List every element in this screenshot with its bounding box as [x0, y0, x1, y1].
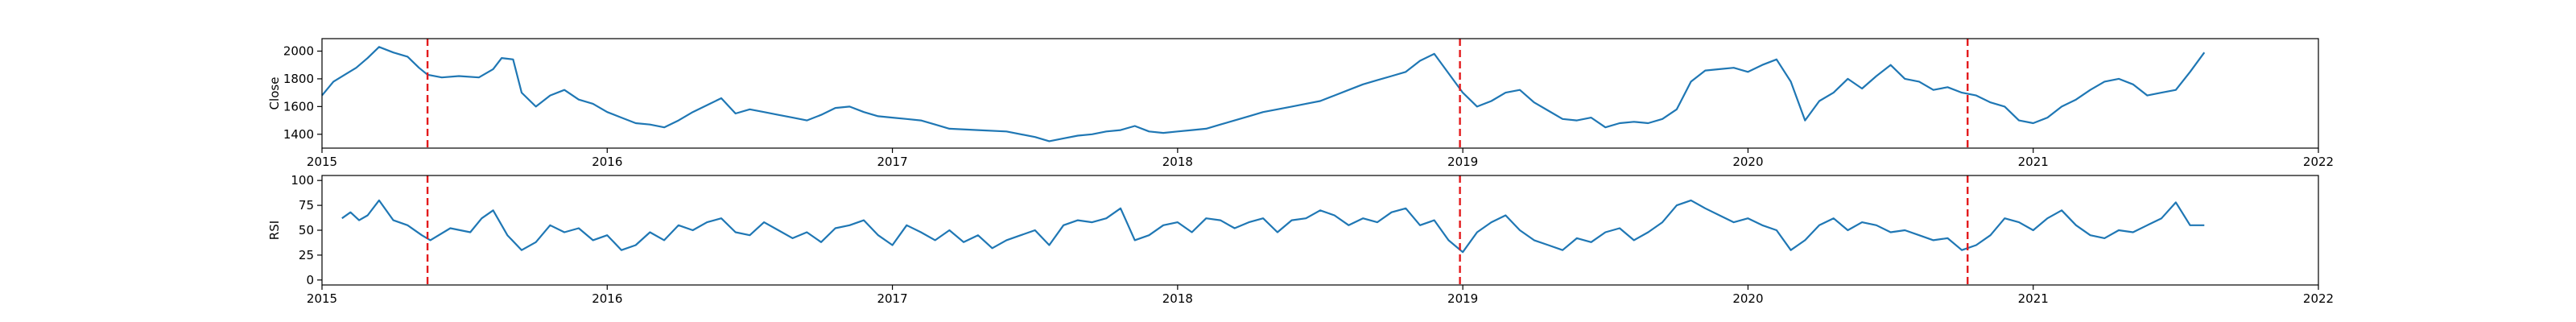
x-tick-label: 2015 [307, 291, 337, 306]
y-tick-label: 0 [306, 273, 314, 287]
x-tick-label: 2020 [1732, 155, 1763, 169]
x-tick-label: 2016 [592, 291, 622, 306]
x-tick-label: 2018 [1162, 291, 1193, 306]
x-tick-label: 2017 [877, 155, 907, 169]
chart-panel-close: 2015 2016 2017 2018 2019 2020 2021 2022 1400 1600… [267, 38, 2334, 169]
axes-frame [321, 175, 2319, 286]
y-tick-label: 2000 [283, 43, 314, 58]
chart-panel-rsi: 2015 2016 2017 2018 2019 2020 2021 2022 0 25 50 75 1… [267, 173, 2334, 306]
y-tick-label: 1400 [283, 127, 314, 142]
y-tick-label: 1600 [283, 99, 314, 114]
y-tick-label: 100 [291, 173, 314, 188]
x-tick-label: 2022 [2303, 291, 2334, 306]
x-tick-label: 2017 [877, 291, 907, 306]
x-tick-label: 2019 [1447, 291, 1478, 306]
x-tick-label: 2018 [1162, 155, 1193, 169]
x-tick-label: 2020 [1732, 291, 1763, 306]
y-axis-label-close: Close [267, 77, 282, 110]
x-tick-label: 2021 [2018, 291, 2049, 306]
series-line-rsi [341, 199, 2205, 254]
y-tick-label: 50 [299, 223, 314, 237]
x-tick-label: 2016 [592, 155, 622, 169]
x-tick-label: 2019 [1447, 155, 1478, 169]
y-axis-label-rsi: RSI [267, 221, 282, 240]
x-tick-label: 2021 [2018, 155, 2049, 169]
x-tick-label: 2022 [2303, 155, 2334, 169]
y-tick-label: 25 [299, 248, 314, 262]
y-tick-label: 75 [299, 198, 314, 213]
x-tick-label: 2015 [307, 155, 337, 169]
y-tick-label: 1800 [283, 72, 314, 86]
series-line-close [321, 46, 2206, 142]
axes-frame [321, 38, 2319, 149]
